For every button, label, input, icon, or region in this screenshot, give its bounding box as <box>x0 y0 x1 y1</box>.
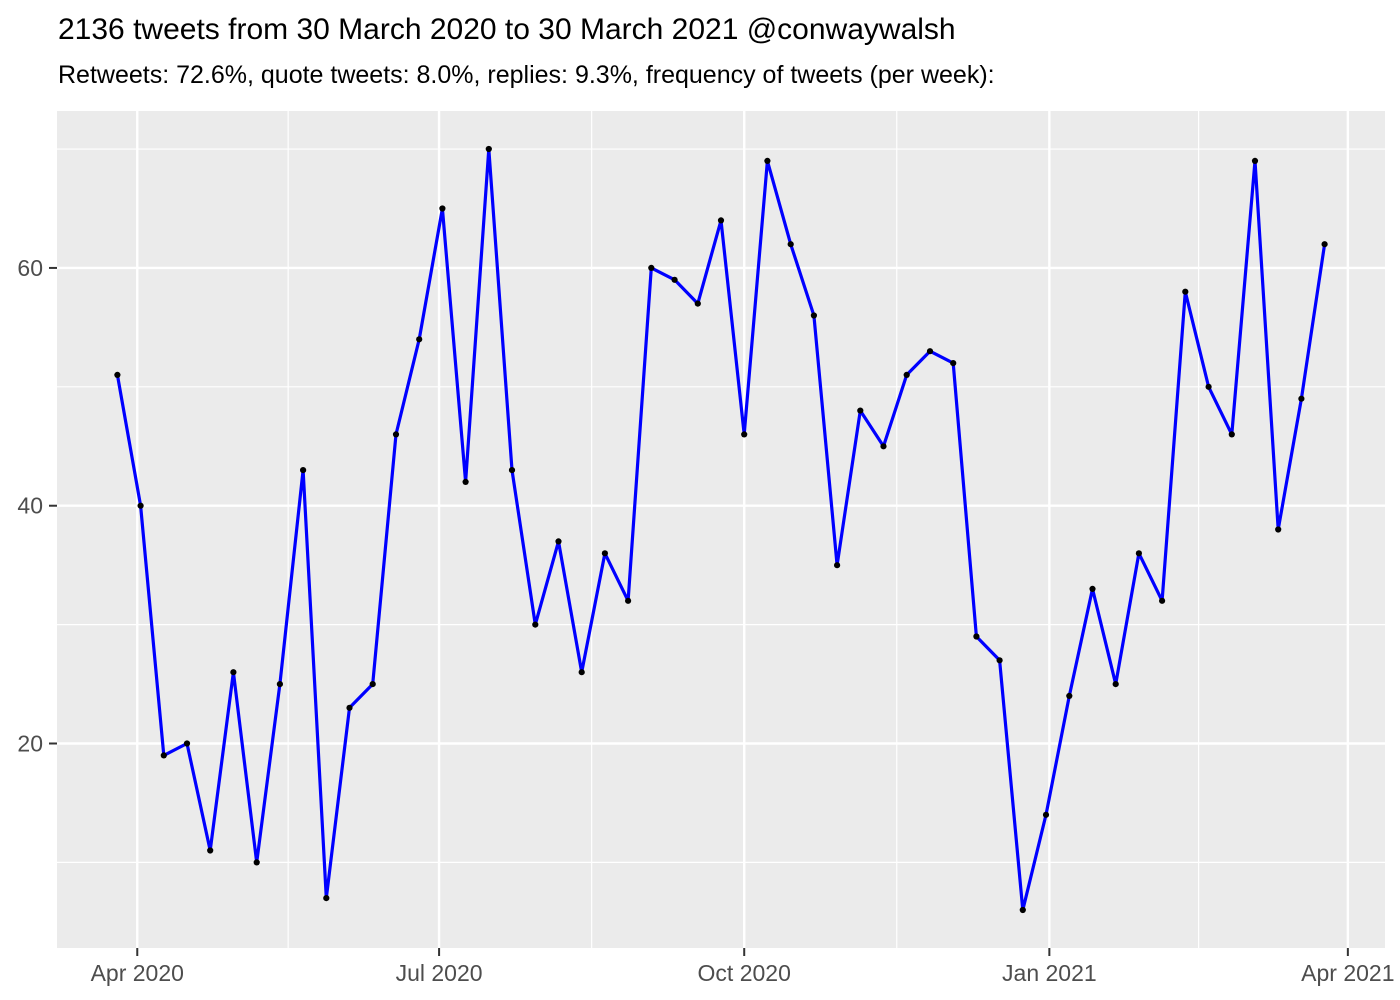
chart-title: 2136 tweets from 30 March 2020 to 30 Mar… <box>58 13 956 46</box>
y-axis-label: 20 <box>17 731 43 757</box>
data-point <box>1159 597 1166 604</box>
data-point <box>787 241 794 248</box>
data-point <box>1019 906 1026 914</box>
data-point <box>114 371 121 378</box>
data-point <box>323 895 330 902</box>
data-point <box>1135 550 1142 557</box>
data-point <box>741 431 748 438</box>
x-axis-label: Oct 2020 <box>698 960 791 986</box>
data-point <box>1112 681 1119 688</box>
data-point <box>253 859 260 866</box>
data-point <box>1321 241 1328 248</box>
data-point <box>462 478 469 485</box>
data-point <box>207 847 214 854</box>
data-point <box>694 300 701 307</box>
data-point <box>973 633 980 640</box>
plot-panel <box>57 111 1385 948</box>
y-axis-label: 60 <box>17 255 43 281</box>
data-point <box>648 264 655 271</box>
data-point <box>1298 395 1305 402</box>
data-point <box>834 562 841 569</box>
data-point <box>183 740 191 747</box>
data-point <box>1228 431 1235 438</box>
data-point <box>532 621 539 628</box>
data-point <box>1182 288 1189 295</box>
data-point <box>392 431 400 438</box>
data-point <box>276 681 283 688</box>
data-point <box>857 407 864 414</box>
data-point <box>717 217 725 224</box>
data-point <box>926 348 934 355</box>
data-point <box>1042 811 1050 818</box>
data-point <box>300 467 307 474</box>
data-point <box>160 752 167 759</box>
y-axis-label: 40 <box>17 493 43 519</box>
data-point <box>1275 526 1282 533</box>
data-point <box>950 360 957 367</box>
x-axis-label: Jul 2020 <box>396 960 483 986</box>
data-point <box>369 681 376 688</box>
data-point <box>625 597 632 604</box>
data-point <box>137 502 144 509</box>
data-point <box>416 336 423 343</box>
data-point <box>810 312 818 319</box>
chart-subtitle: Retweets: 72.6%, quote tweets: 8.0%, rep… <box>58 61 995 89</box>
data-point <box>230 669 237 676</box>
data-point <box>578 669 585 676</box>
data-point <box>764 157 771 164</box>
data-point <box>508 467 516 474</box>
data-point <box>601 550 609 557</box>
data-point <box>346 704 353 711</box>
data-point <box>996 657 1003 664</box>
data-point <box>485 145 492 153</box>
data-point <box>1205 383 1212 390</box>
data-point <box>439 205 446 212</box>
x-axis-label: Apr 2021 <box>1301 960 1394 986</box>
data-point <box>880 443 887 450</box>
x-axis-label: Jan 2021 <box>1002 960 1097 986</box>
x-axis-label: Apr 2020 <box>91 960 184 986</box>
data-point <box>671 276 678 283</box>
data-point <box>555 538 562 545</box>
data-point <box>903 371 910 378</box>
data-point <box>1066 692 1073 700</box>
data-point <box>1089 585 1096 593</box>
data-point <box>1251 157 1259 164</box>
